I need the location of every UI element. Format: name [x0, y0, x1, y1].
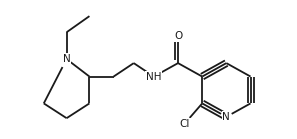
- Text: N: N: [222, 112, 230, 122]
- Text: N: N: [63, 54, 70, 64]
- Text: NH: NH: [146, 72, 162, 82]
- Text: Cl: Cl: [180, 119, 190, 129]
- Text: O: O: [174, 31, 182, 41]
